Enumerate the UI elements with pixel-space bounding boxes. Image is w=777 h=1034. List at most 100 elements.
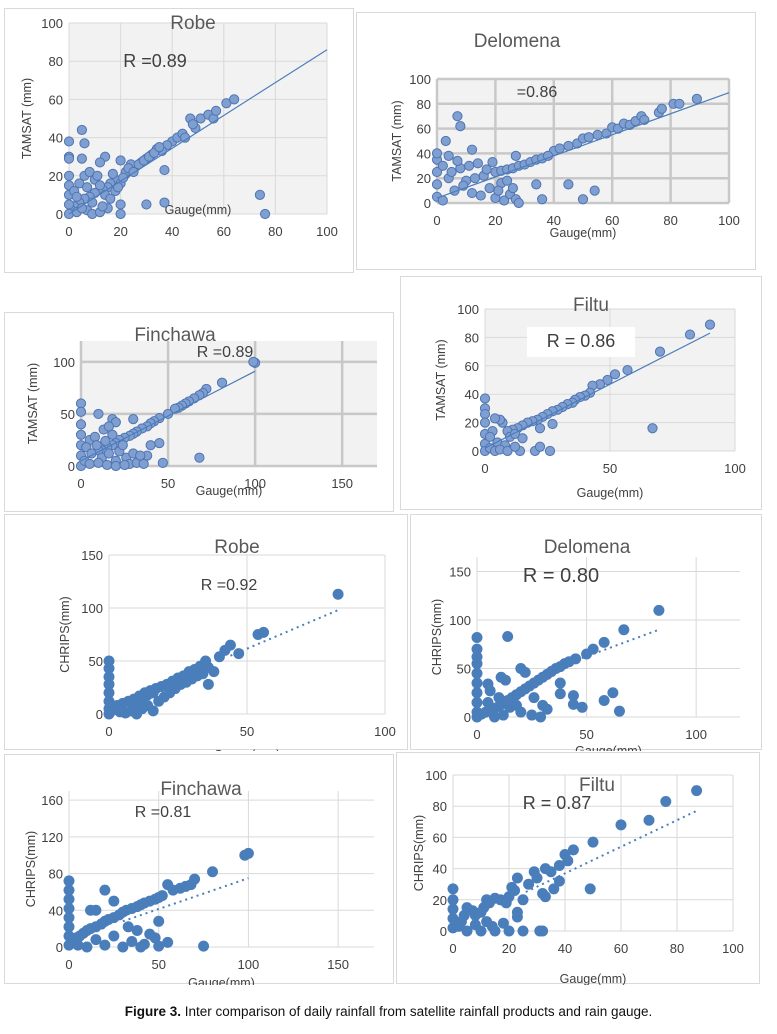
panel-chrips-delomena: 0 50 100 150 0 50 100 Delomena Gauge(mm) CHRIPS(m… (410, 514, 762, 751)
data-point (229, 94, 240, 105)
data-point (138, 938, 150, 950)
data-point (528, 866, 540, 878)
data-point (704, 319, 716, 330)
chart-chrips-filtu: 0 20 40 60 80 100 0 20 40 60 80 100 Filtu Gauge(mm) CH… (412, 768, 744, 985)
x-tick-label: 50 (240, 724, 254, 739)
data-point (493, 692, 505, 704)
y-tick-label: 120 (41, 830, 63, 845)
data-point (481, 916, 493, 928)
data-point (487, 156, 498, 168)
x-axis-label: Gauge(mm) (188, 976, 255, 985)
chart-title: Finchawa (160, 779, 242, 800)
data-point (537, 888, 549, 900)
data-point (471, 677, 483, 689)
data-point (447, 883, 459, 895)
x-axis-label: Gauge(mm) (577, 486, 644, 500)
data-point (471, 687, 483, 699)
data-point (63, 893, 75, 905)
data-point (461, 925, 473, 937)
y-tick-label: 80 (417, 97, 431, 112)
data-point (466, 187, 478, 199)
data-point (554, 143, 565, 154)
y-tick-label: 50 (89, 654, 103, 669)
chart-chrips-delomena: 0 50 100 150 0 50 100 Delomena Gauge(mm) CHRIPS(m… (430, 537, 740, 751)
panel-chrips-finchawa: 0 40 80 120 160 0 50 100 150 Finchawa Gauge(mm) CHR… (4, 754, 394, 985)
y-tick-label: 160 (41, 793, 63, 808)
data-point (187, 119, 198, 130)
data-point (92, 170, 103, 181)
data-point (128, 414, 139, 425)
data-point (647, 423, 658, 434)
chart-tamsat-delomena: 0 20 40 60 80 100 0 20 40 60 80 100 Delomena Gauge(mm… (390, 31, 740, 240)
data-point (471, 667, 483, 679)
data-point (147, 705, 159, 717)
panel-chrips-filtu: 0 20 40 60 80 100 0 20 40 60 80 100 Filtu Gauge(mm) CH… (396, 752, 760, 985)
data-point (517, 925, 529, 937)
data-point (154, 142, 165, 153)
figure-caption-label: Figure 3. (124, 1004, 181, 1019)
x-tick-label: 100 (722, 941, 744, 956)
chart-title: Robe (214, 537, 259, 558)
x-tick-label: 40 (165, 224, 179, 239)
data-point (479, 408, 491, 420)
data-point (99, 884, 111, 896)
y-axis-label: TAMSAT (mm) (26, 363, 40, 444)
figure-caption: Figure 3. Inter comparison of daily rain… (0, 1004, 777, 1019)
x-tick-label: 0 (77, 476, 84, 491)
data-point (431, 148, 443, 159)
data-point (118, 172, 129, 183)
data-point (79, 138, 90, 149)
data-point (535, 711, 547, 723)
x-tick-label: 80 (268, 224, 282, 239)
panel-tamsat-delomena: 0 20 40 60 80 100 0 20 40 60 80 100 Delomena Gauge(mm… (356, 12, 756, 270)
data-point (554, 677, 566, 689)
y-tick-label: 0 (464, 710, 471, 725)
y-tick-label: 20 (49, 169, 63, 184)
x-axis-label: Gauge(mm) (575, 744, 642, 751)
data-point (112, 182, 124, 193)
chart-title: Finchawa (134, 325, 216, 346)
x-tick-label: 20 (113, 224, 127, 239)
y-tick-label: 100 (449, 613, 471, 628)
data-point (537, 194, 548, 205)
trendline (80, 370, 256, 462)
y-axis-label: CHRIPS(mm) (58, 596, 72, 672)
y-tick-label: 60 (465, 359, 479, 374)
data-point (464, 160, 475, 171)
x-tick-label: 50 (579, 727, 593, 742)
data-point (503, 925, 515, 937)
x-tick-label: 50 (603, 461, 617, 476)
y-tick-label: 80 (433, 799, 447, 814)
y-tick-label: 20 (465, 416, 479, 431)
data-point (484, 183, 495, 194)
x-tick-label: 0 (449, 941, 456, 956)
y-tick-label: 0 (424, 196, 431, 211)
x-tick-label: 40 (547, 213, 561, 228)
data-point (443, 150, 454, 161)
data-point (202, 678, 214, 690)
data-point (202, 661, 214, 673)
data-point (618, 624, 630, 636)
y-tick-label: 80 (49, 54, 63, 69)
data-point (233, 648, 245, 660)
correlation-annotation: R = 0.86 (547, 331, 616, 351)
data-point (63, 912, 75, 924)
y-tick-label: 0 (68, 459, 75, 474)
data-point (559, 849, 571, 861)
panel-tamsat-finchawa: 0 50 100 0 50 100 150 Finchawa Gauge(mm) TAMSAT (… (4, 312, 394, 512)
x-tick-label: 0 (433, 213, 440, 228)
y-tick-label: 20 (433, 893, 447, 908)
data-point (93, 408, 104, 420)
y-axis-label: TAMSAT (mm) (434, 339, 448, 420)
data-point (248, 356, 259, 367)
data-point (469, 173, 481, 184)
data-point (115, 155, 126, 166)
data-point (103, 421, 114, 432)
data-point (643, 814, 655, 826)
data-point (332, 588, 344, 600)
data-point (108, 895, 120, 907)
data-point (544, 445, 556, 457)
data-point (484, 431, 496, 442)
data-point (100, 435, 111, 447)
data-point (479, 393, 491, 404)
